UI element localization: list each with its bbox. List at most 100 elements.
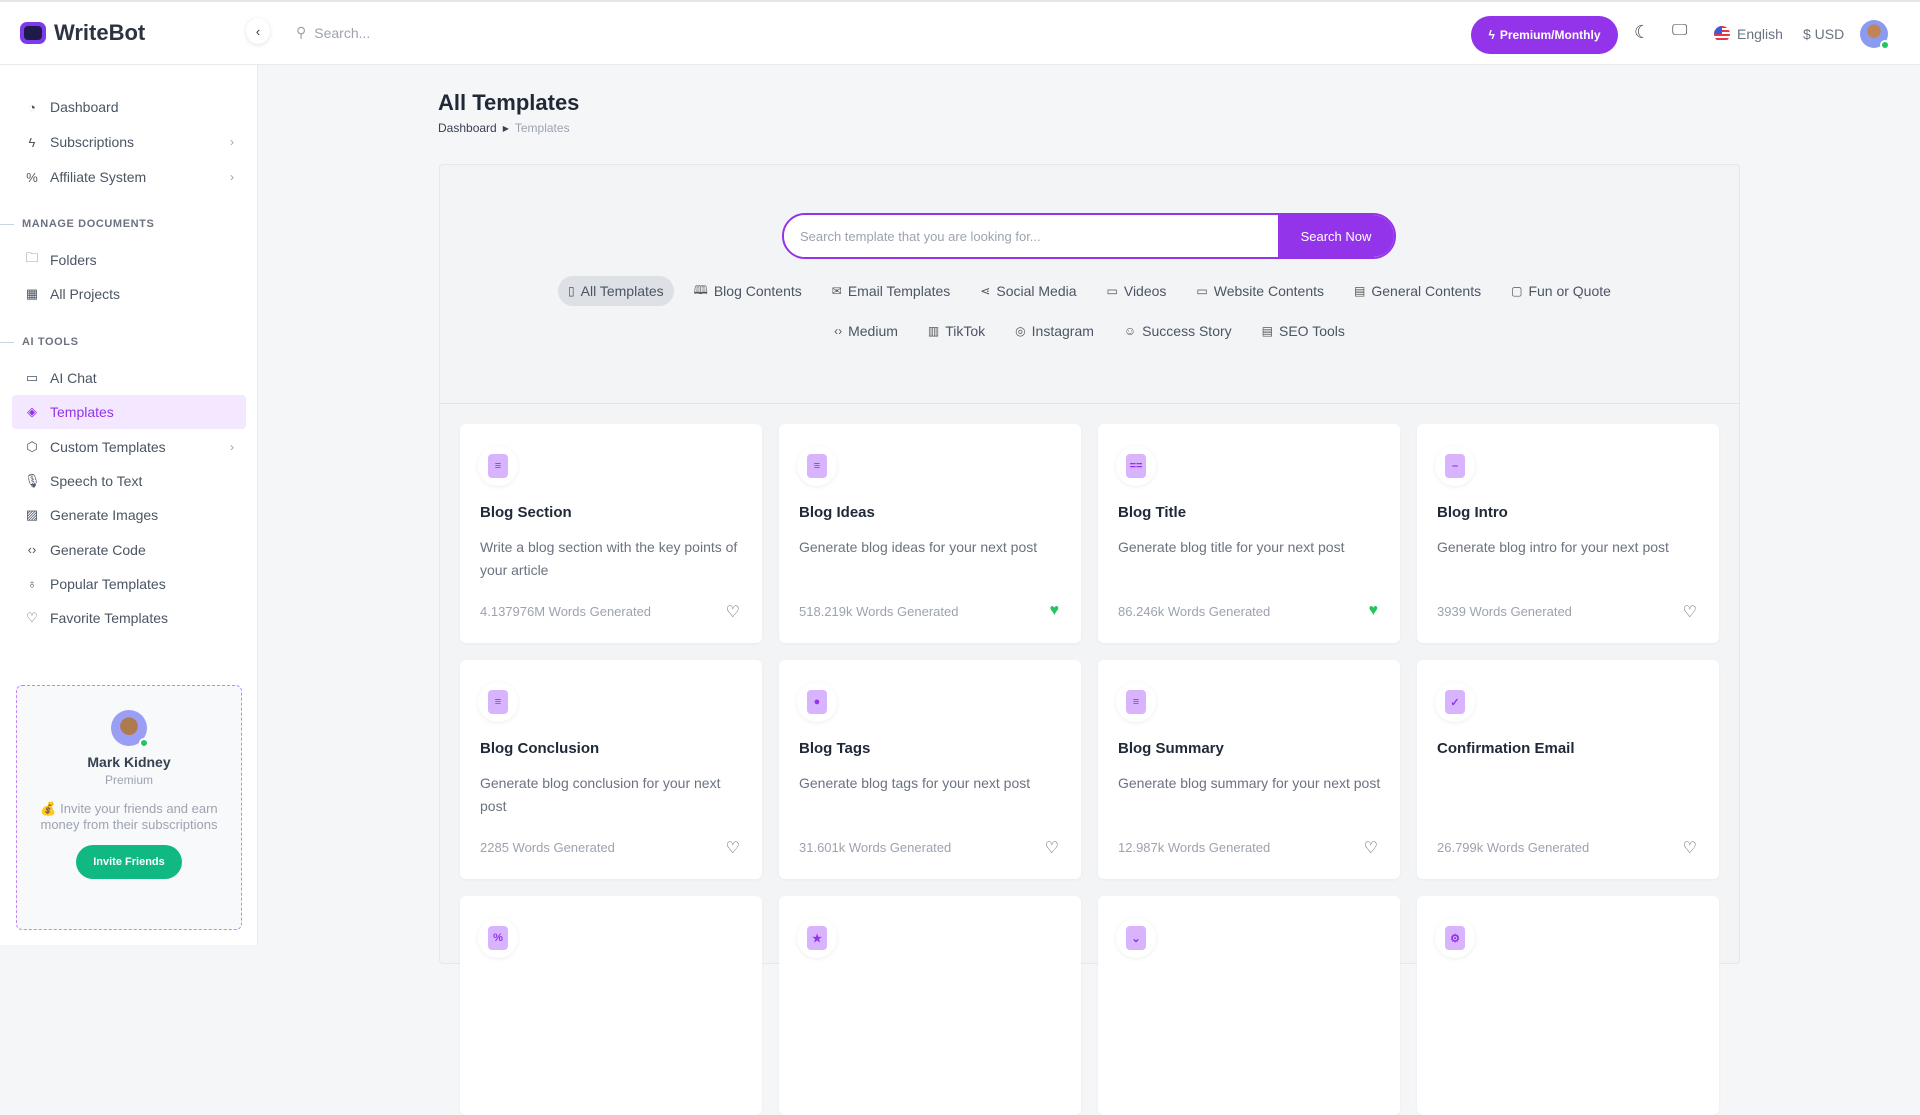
sidebar-item-label: Affiliate System: [50, 169, 147, 185]
filter-success-story[interactable]: ☺ Success Story: [1114, 316, 1242, 346]
sidebar-item-label: AI Chat: [50, 370, 97, 386]
grid-icon: ▦: [25, 286, 39, 301]
filter-website-contents[interactable]: ▭ Website Contents: [1186, 276, 1334, 306]
video-icon: ▭: [1106, 284, 1118, 298]
template-card[interactable]: ✓ Confirmation Email 26.799k Words Gener…: [1417, 660, 1719, 879]
filter-social-media[interactable]: ⋖ Social Media: [970, 276, 1086, 306]
words-generated: 86.246k Words Generated: [1118, 604, 1271, 619]
dark-mode-moon-icon[interactable]: ☾: [1634, 22, 1651, 42]
template-card[interactable]: ≡ Blog Ideas Generate blog ideas for you…: [779, 424, 1081, 643]
online-status-dot: [139, 738, 149, 748]
template-description: Generate blog conclusion for your next p…: [480, 775, 721, 814]
invite-friends-button[interactable]: Invite Friends: [76, 845, 182, 879]
sidebar-item-label: Dashboard: [50, 99, 119, 115]
filter-videos[interactable]: ▭ Videos: [1097, 276, 1177, 306]
bolt-icon: ϟ: [1488, 28, 1495, 42]
filter-label: Medium: [848, 323, 898, 339]
template-card[interactable]: == Blog Title Generate blog title for yo…: [1098, 424, 1400, 643]
header-search-placeholder[interactable]: Search...: [314, 24, 371, 41]
template-search-input[interactable]: [784, 215, 1278, 257]
online-status-dot: [1880, 40, 1890, 50]
favorite-heart-icon[interactable]: ♡: [1044, 840, 1059, 857]
pie-chart-icon: ◔: [28, 99, 36, 115]
award-icon: ♁: [27, 576, 37, 592]
sidebar-item-templates[interactable]: ◈ Templates: [12, 395, 246, 430]
user-avatar[interactable]: [1860, 20, 1890, 50]
template-card[interactable]: – Blog Intro Generate blog intro for you…: [1417, 424, 1719, 643]
promo-user-name: Mark Kidney: [87, 754, 171, 770]
sidebar-item-favorite-templates[interactable]: ♡ Favorite Templates: [12, 601, 246, 635]
favorite-heart-icon[interactable]: ♡: [725, 604, 740, 621]
template-description: Generate blog title for your next post: [1118, 539, 1345, 555]
filter-general-contents[interactable]: ▤ General Contents: [1344, 276, 1491, 306]
filter-email-templates[interactable]: ✉ Email Templates: [822, 276, 961, 306]
sidebar-item-label: Generate Images: [50, 507, 159, 524]
promo-avatar: [111, 710, 149, 748]
search-now-button[interactable]: Search Now: [1278, 215, 1394, 257]
favorite-heart-icon[interactable]: ♡: [1682, 840, 1697, 857]
template-card[interactable]: %: [460, 896, 762, 1115]
template-card[interactable]: ⚙: [1417, 896, 1719, 1115]
filter-blog-contents[interactable]: 🕮 Blog Contents: [684, 276, 812, 306]
sidebar-item-label: Speech to Text: [50, 472, 143, 489]
sidebar-item-subscriptions[interactable]: ϟ Subscriptions ›: [12, 125, 246, 159]
template-icon: ≡: [478, 446, 518, 486]
filter-tiktok[interactable]: ▥ TikTok: [918, 316, 995, 346]
collapse-sidebar-button[interactable]: ‹: [246, 18, 270, 44]
template-card[interactable]: ≡ Blog Summary Generate blog summary for…: [1098, 660, 1400, 879]
sidebar-item-generate-code[interactable]: ‹› Generate Code: [12, 533, 246, 567]
filter-label: Email Templates: [847, 283, 951, 299]
template-card[interactable]: ⌄: [1098, 896, 1400, 1115]
filter-all-templates[interactable]: ▯ All Templates: [558, 276, 674, 306]
chevron-right-icon: ›: [230, 439, 234, 454]
sidebar-item-affiliate-system[interactable]: % Affiliate System ›: [12, 160, 246, 194]
favorite-heart-icon[interactable]: ♡: [1363, 840, 1378, 857]
filter-fun-or-quote[interactable]: ▢ Fun or Quote: [1501, 276, 1621, 306]
words-generated: 518.219k Words Generated: [799, 604, 959, 619]
favorite-heart-icon[interactable]: ♥: [1049, 602, 1060, 619]
template-card[interactable]: ★: [779, 896, 1081, 1115]
template-card[interactable]: ≡ Blog Conclusion Generate blog conclusi…: [460, 660, 762, 879]
brand-name: WriteBot: [54, 20, 146, 45]
favorite-heart-icon[interactable]: ♡: [725, 840, 740, 857]
filter-medium[interactable]: ‹› Medium: [824, 316, 908, 346]
sidebar-item-label: Templates: [50, 404, 114, 421]
premium-plan-button[interactable]: ϟ Premium/Monthly: [1471, 16, 1618, 54]
affiliate-promo-card: Mark Kidney Premium 💰 Invite your friend…: [16, 685, 242, 930]
sidebar-item-folders[interactable]: 🗀 Folders: [12, 243, 246, 277]
template-card[interactable]: ● Blog Tags Generate blog tags for your …: [779, 660, 1081, 879]
brand-logo[interactable]: WriteBot: [20, 20, 145, 46]
sidebar-item-generate-images[interactable]: ▨ Generate Images: [12, 498, 246, 532]
sidebar-item-popular-templates[interactable]: ♁ Popular Templates: [12, 567, 246, 601]
chat-icon: ▭: [25, 370, 39, 385]
header-search[interactable]: ⚲ Search...: [296, 24, 370, 41]
template-icon: –: [1435, 446, 1475, 486]
template-card[interactable]: ≡ Blog Section Write a blog section with…: [460, 424, 762, 643]
sidebar-item-dashboard[interactable]: ◔ Dashboard: [12, 90, 246, 124]
filter-label: Fun or Quote: [1528, 283, 1611, 299]
filter-instagram[interactable]: ◎ Instagram: [1005, 316, 1104, 346]
folder-icon: 🗀: [25, 250, 39, 265]
favorite-heart-icon[interactable]: ♡: [1682, 604, 1697, 621]
template-icon: %: [478, 918, 518, 958]
monitor-icon[interactable]: 🖵: [1672, 22, 1688, 39]
share-icon: ⋖: [980, 284, 991, 298]
filter-label: Instagram: [1031, 323, 1094, 339]
sidebar-item-speech-to-text[interactable]: 🎙 Speech to Text: [12, 464, 246, 498]
promo-text: 💰 Invite your friends and earn money fro…: [40, 801, 218, 832]
filter-seo-tools[interactable]: ▤ SEO Tools: [1252, 316, 1355, 346]
template-title: Blog Tags: [799, 740, 871, 757]
language-selector[interactable]: English: [1714, 26, 1783, 42]
sidebar-item-custom-templates[interactable]: ⬡ Custom Templates ›: [12, 430, 246, 464]
language-label: English: [1737, 26, 1783, 42]
sidebar-item-ai-chat[interactable]: ▭ AI Chat: [12, 361, 246, 395]
breadcrumb-dashboard[interactable]: Dashboard: [438, 121, 497, 135]
sidebar-item-label: Custom Templates: [50, 438, 166, 455]
filter-label: All Templates: [580, 283, 664, 299]
sidebar-item-all-projects[interactable]: ▦ All Projects: [12, 277, 246, 311]
mail-icon: ✉: [831, 284, 842, 298]
template-description: Generate blog ideas for your next post: [799, 539, 1038, 555]
currency-selector[interactable]: $ USD: [1803, 26, 1845, 42]
breadcrumb: Dashboard ▶ Templates: [438, 121, 570, 135]
favorite-heart-icon[interactable]: ♥: [1368, 602, 1379, 619]
